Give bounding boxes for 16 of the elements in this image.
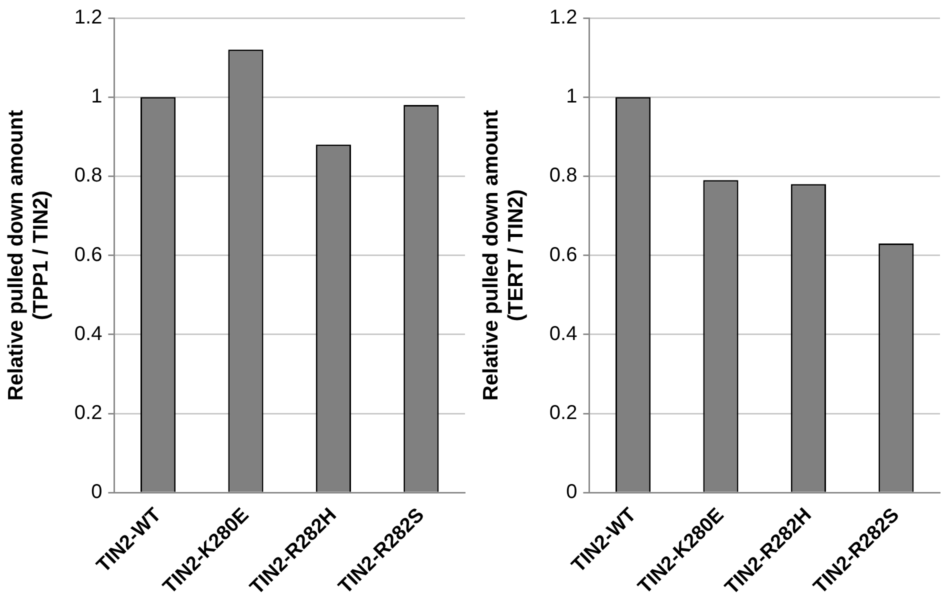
y-tick-label: 0	[91, 481, 102, 504]
y-tick-label: 1	[91, 86, 102, 108]
y-tick-label: 0.6	[549, 244, 578, 266]
y-tick-label: 0	[566, 481, 578, 504]
y-axis-title: Relative pulled down amount (TERT / TIN2)	[479, 110, 528, 401]
y-tick-label: 0.8	[549, 164, 578, 187]
y-tick-label: 0.2	[74, 402, 102, 424]
y-tick-label: 1.2	[74, 6, 102, 29]
y-tick-label: 0.4	[549, 322, 578, 345]
y-tick-label: 1.2	[549, 6, 578, 29]
y-tick-label: 0.4	[74, 322, 102, 345]
y-tick-label: 0.8	[74, 164, 102, 187]
y-tick-label: 1	[566, 86, 578, 108]
y-tick-label: 0.6	[74, 244, 102, 266]
y-axis-title: Relative pulled down amount (TPP1 / TIN2)	[4, 110, 53, 401]
y-tick-label: 0.2	[549, 402, 578, 424]
